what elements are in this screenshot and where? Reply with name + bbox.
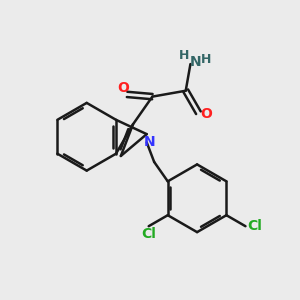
Text: Cl: Cl: [141, 227, 156, 242]
Text: Cl: Cl: [248, 219, 262, 233]
Text: H: H: [179, 49, 189, 62]
Text: N: N: [143, 135, 155, 149]
Text: O: O: [118, 81, 130, 95]
Text: N: N: [190, 55, 202, 69]
Text: H: H: [200, 53, 211, 66]
Text: O: O: [200, 107, 212, 121]
